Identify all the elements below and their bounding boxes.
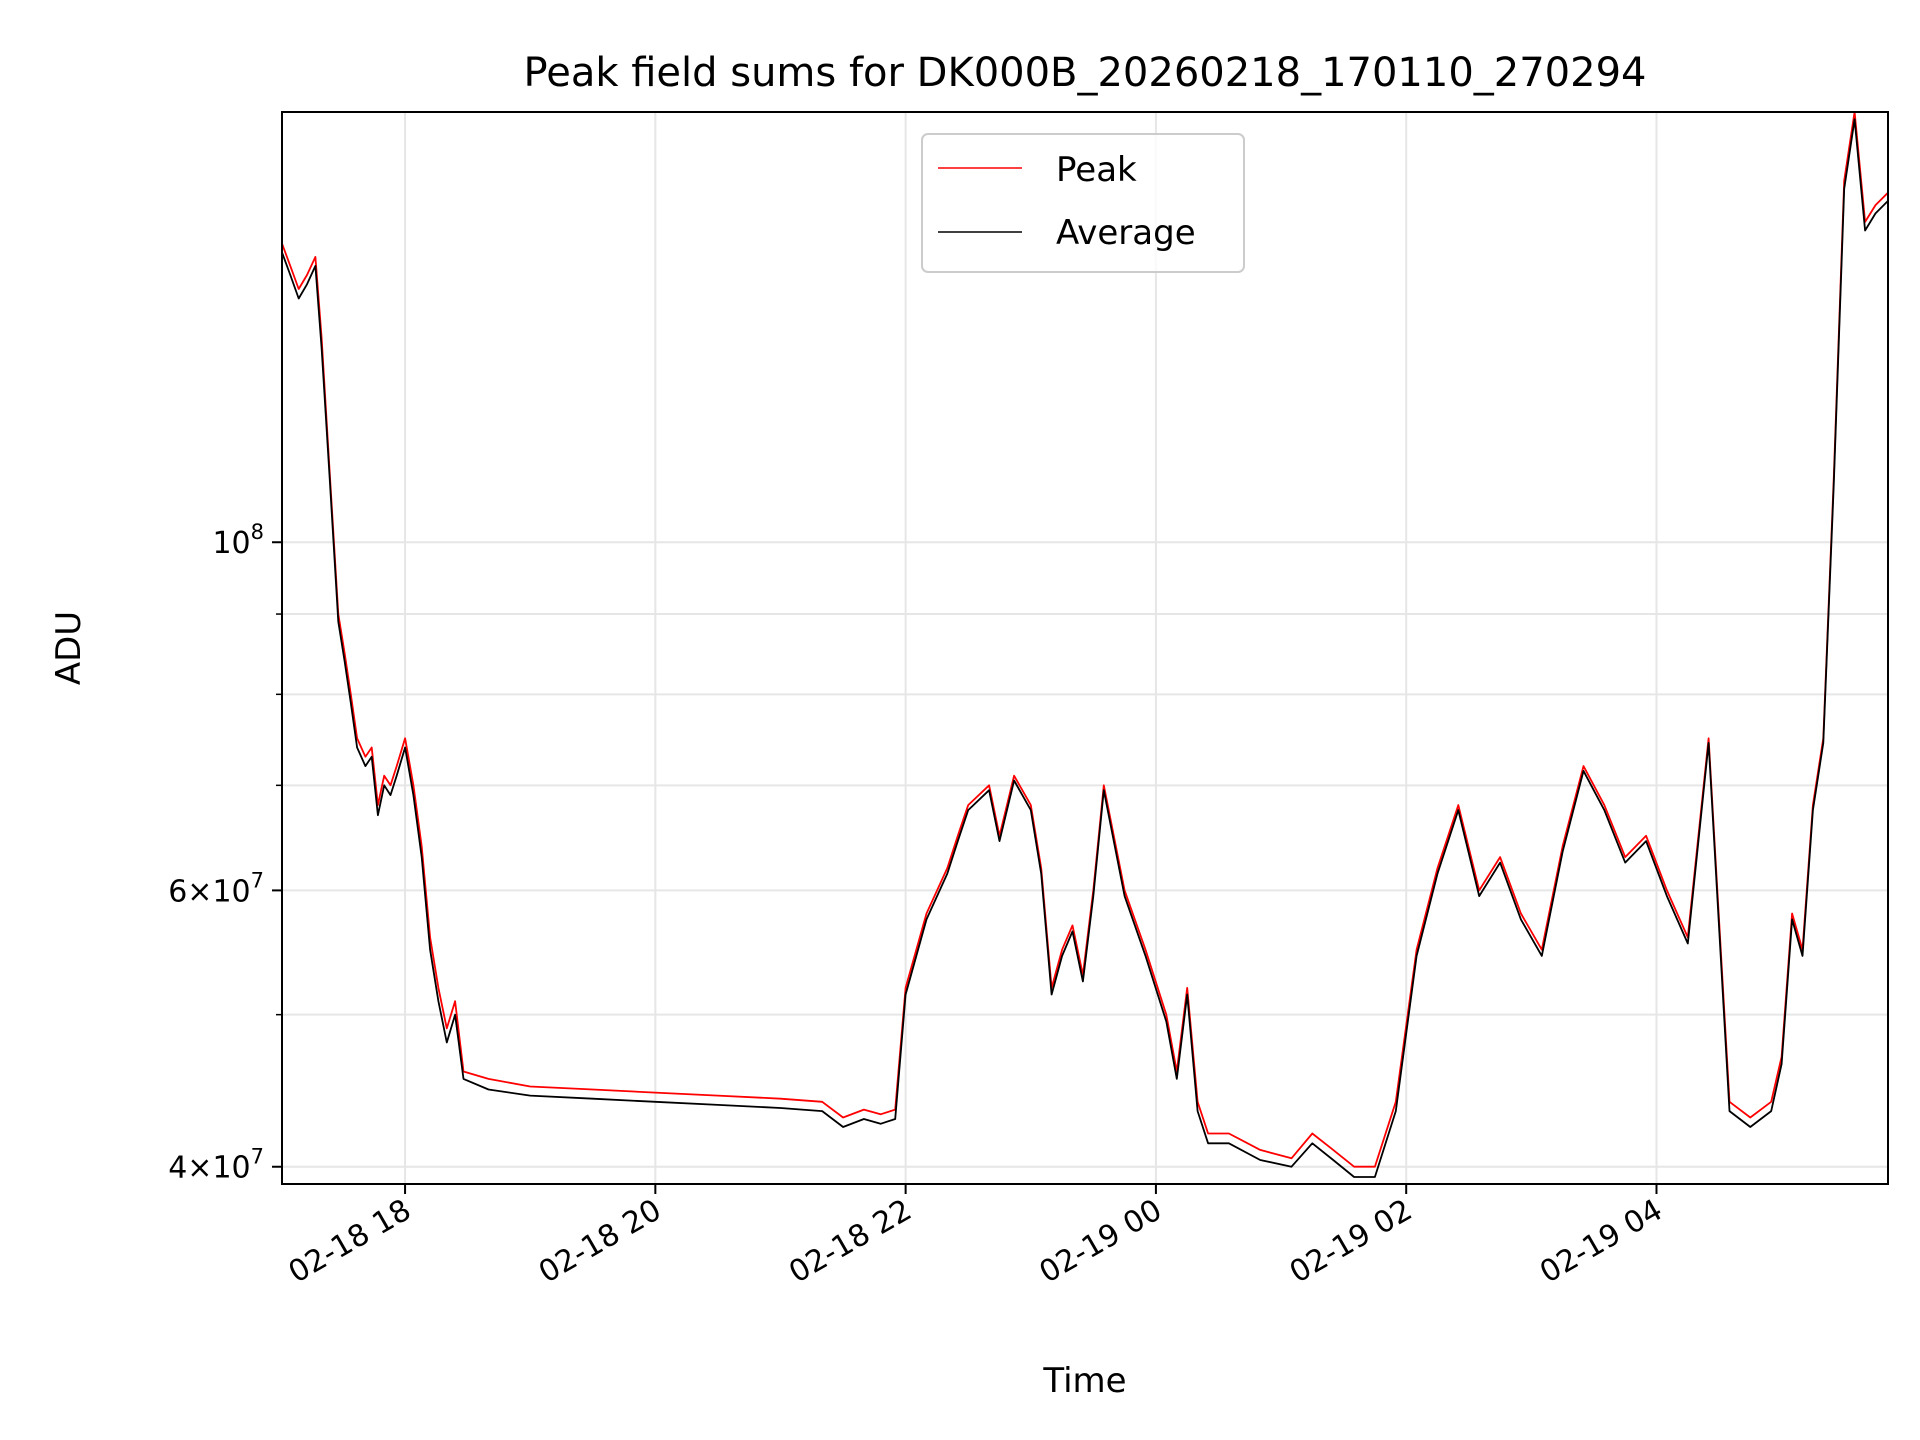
x-axis-label: Time: [1042, 1361, 1126, 1401]
y-axis-label: ADU: [49, 611, 89, 685]
legend: Peak Average: [921, 133, 1245, 273]
chart-title: Peak field sums for DK000B_20260218_1701…: [524, 50, 1647, 96]
legend-label-peak: Peak: [1056, 150, 1137, 190]
y-tick-label-0: 4×107: [168, 1145, 264, 1186]
series-line-peak: [282, 112, 1888, 1168]
plot-frame: [281, 111, 1889, 1185]
series-layer: [282, 112, 1888, 1178]
series-line-average: [282, 118, 1888, 1178]
y-tick-label-1: 6×107: [168, 868, 264, 909]
y-tick-label-2: 108: [212, 520, 264, 561]
grid-layer: [282, 112, 1888, 1184]
legend-label-average: Average: [1056, 213, 1196, 253]
